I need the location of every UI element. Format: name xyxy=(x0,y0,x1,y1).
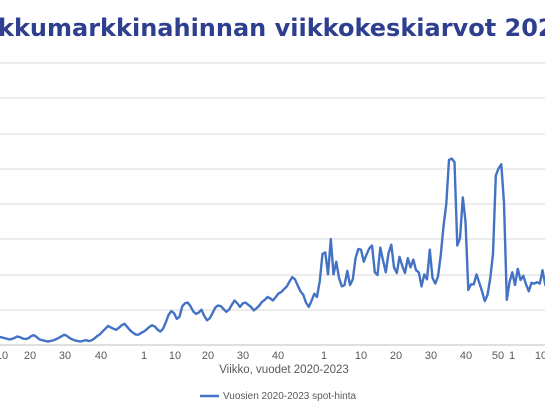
x-tick-label: 40 xyxy=(95,350,107,362)
x-tick-label: 20 xyxy=(24,350,36,362)
x-tick-label: 10 xyxy=(535,350,545,362)
series-line-spot-price xyxy=(0,157,545,343)
x-tick-label: 10 xyxy=(0,350,8,362)
legend-label: Vuosien 2020-2023 spot-hinta xyxy=(223,391,357,402)
x-axis-title: Viikko, vuodet 2020-2023 xyxy=(219,364,349,376)
x-tick-label: 50 xyxy=(492,350,504,362)
plot-area xyxy=(0,62,545,346)
x-tick-label: 1 xyxy=(509,350,515,362)
x-tick-label: 1 xyxy=(321,350,327,362)
x-tick-label: 40 xyxy=(272,350,284,362)
x-tick-label: 1 xyxy=(141,350,147,362)
x-axis-ticks: 10 20 30 40 1 10 20 30 40 1 10 20 30 40 … xyxy=(0,350,545,362)
x-tick-label: 40 xyxy=(460,350,472,362)
x-tick-label: 30 xyxy=(59,350,71,362)
x-tick-label: 30 xyxy=(237,350,249,362)
x-tick-label: 10 xyxy=(355,350,367,362)
chart-title: kkumarkkinahinnan viikkokeskiarvot 2020–… xyxy=(0,14,545,42)
legend: Vuosien 2020-2023 spot-hinta xyxy=(200,391,357,402)
x-tick-label: 20 xyxy=(390,350,402,362)
x-tick-label: 30 xyxy=(425,350,437,362)
x-tick-label: 10 xyxy=(169,350,181,362)
x-tick-label: 20 xyxy=(202,350,214,362)
